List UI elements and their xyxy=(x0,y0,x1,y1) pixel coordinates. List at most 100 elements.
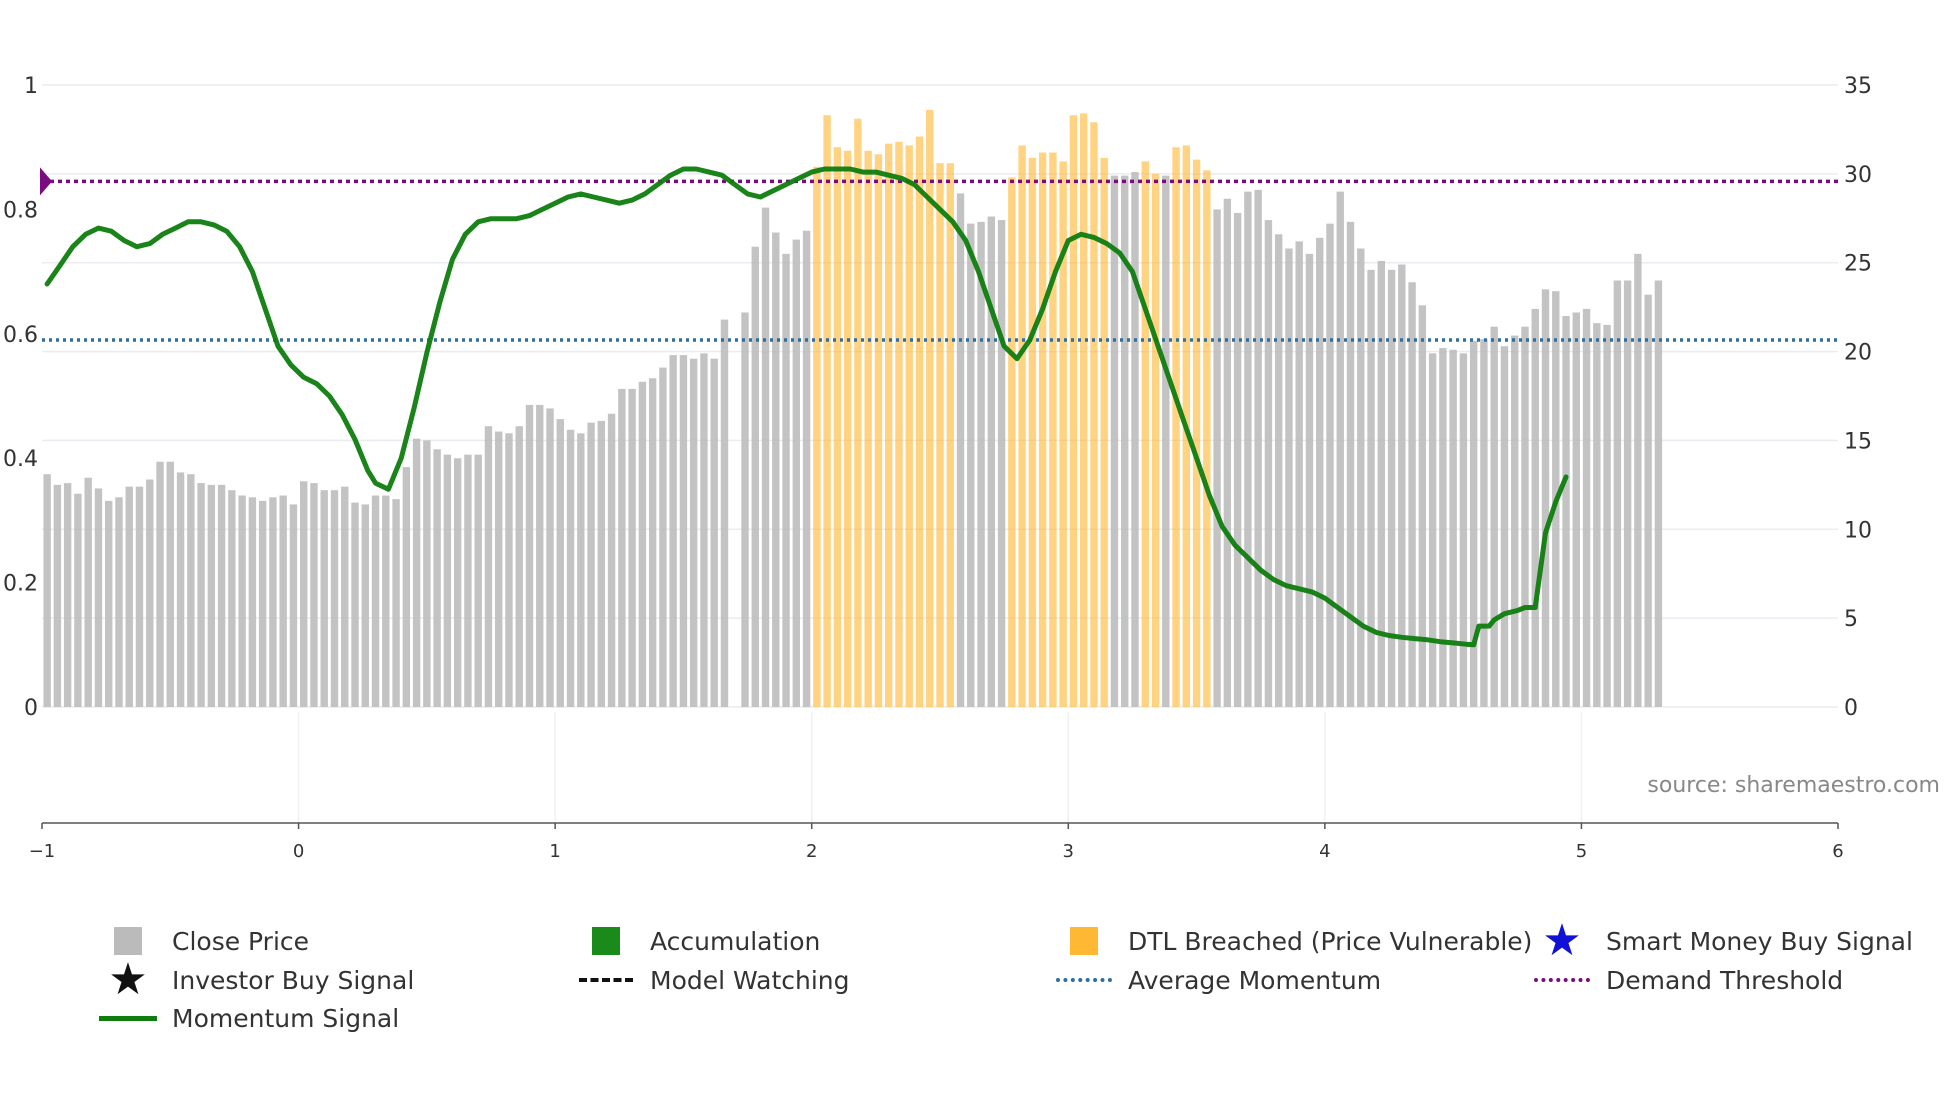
close-price-bar xyxy=(1480,339,1488,707)
dtl-breached-bar xyxy=(1018,145,1026,707)
close-price-bar xyxy=(648,378,657,707)
dtl-breached-bar xyxy=(1203,170,1211,707)
dtl-breached-bar xyxy=(1028,157,1037,707)
close-price-bar xyxy=(1336,191,1344,708)
close-price-bar xyxy=(556,419,564,707)
dtl-breached-bar xyxy=(1172,147,1180,707)
close-price-bar xyxy=(751,246,759,707)
close-price-bar xyxy=(1326,223,1334,708)
close-price-bar xyxy=(412,438,421,707)
left-tick-label: 0.6 xyxy=(3,323,38,348)
close-price-bar xyxy=(977,221,985,707)
close-price-bar xyxy=(689,358,698,707)
close-price-bar xyxy=(63,483,72,707)
close-price-bar xyxy=(207,484,216,707)
close-price-bar xyxy=(166,461,174,707)
x-tick-label: 2 xyxy=(806,841,817,862)
close-price-bar xyxy=(1346,221,1355,707)
close-price-bar xyxy=(310,483,318,707)
close-price-bar xyxy=(577,433,585,707)
close-price-bar xyxy=(1233,212,1242,707)
dtl-breached-bar xyxy=(1059,161,1067,708)
right-tick-label: 35 xyxy=(1844,74,1872,99)
close-price-bar xyxy=(1264,220,1273,707)
dtl-breached-bar xyxy=(823,115,831,707)
close-price-bar xyxy=(638,381,647,707)
close-price-bar xyxy=(105,500,113,707)
dtl-breached-bar xyxy=(1079,113,1088,708)
close-price-bar xyxy=(618,388,626,707)
dtl-breached-bar xyxy=(1038,152,1047,707)
reference-lines xyxy=(40,167,1838,342)
close-price-bar xyxy=(351,502,359,707)
close-price-bar xyxy=(484,426,493,707)
close-price-bar xyxy=(197,483,205,707)
close-price-bar xyxy=(392,499,400,707)
close-price-bar xyxy=(1439,348,1447,707)
close-price-bar xyxy=(146,479,154,707)
close-price-bar xyxy=(1367,269,1375,707)
left-tick-label: 0 xyxy=(24,696,38,721)
close-price-bar xyxy=(772,232,780,707)
close-price-bar xyxy=(700,353,708,707)
close-price-bar xyxy=(187,474,195,707)
close-price-bar xyxy=(74,493,82,707)
close-price-bar xyxy=(320,490,328,707)
x-axis: −1 0 1 2 3 4 5 6 xyxy=(29,822,1844,862)
close-price-bar xyxy=(300,481,308,707)
dtl-breached-bar xyxy=(864,150,872,708)
close-price-bar xyxy=(474,454,482,707)
close-price-bar xyxy=(1387,269,1396,707)
left-tick-label: 0.2 xyxy=(3,572,38,597)
dtl-breached-bar xyxy=(1100,157,1108,707)
close-price-bar xyxy=(566,429,575,707)
close-price-bar xyxy=(361,504,369,707)
close-price-bar xyxy=(1531,308,1539,707)
close-price-bar xyxy=(84,477,92,707)
close-price-bar xyxy=(1623,280,1632,707)
close-price-bar xyxy=(176,472,185,707)
close-price-bar xyxy=(967,223,975,708)
close-price-bar xyxy=(1110,175,1119,708)
close-price-bar xyxy=(997,220,1006,707)
close-price-bar xyxy=(1377,260,1385,707)
close-price-bar xyxy=(1357,248,1365,708)
close-price-bar xyxy=(341,486,349,707)
close-price-bar xyxy=(382,495,390,707)
dtl-breached-bar xyxy=(1151,173,1160,707)
left-tick-label: 0.8 xyxy=(3,198,38,223)
right-tick-label: 5 xyxy=(1844,607,1858,632)
close-price-bar xyxy=(782,253,790,708)
close-price-bar xyxy=(1121,175,1129,708)
left-tick-label: 1 xyxy=(24,74,38,99)
close-price-bar xyxy=(269,497,277,707)
close-price-bar xyxy=(710,358,718,707)
right-tick-label: 0 xyxy=(1844,696,1858,721)
close-price-bar xyxy=(1244,191,1252,708)
close-price-bar xyxy=(597,420,606,707)
close-price-bar xyxy=(1213,209,1221,707)
right-axis: 0 5 10 15 20 25 30 35 xyxy=(1844,74,1872,721)
close-price-bar xyxy=(1459,353,1468,707)
dtl-breached-bar xyxy=(1049,152,1057,707)
close-price-bar xyxy=(1469,340,1478,707)
close-price-bar xyxy=(1131,172,1139,707)
dtl-breached-bar xyxy=(874,154,883,707)
close-price-bar xyxy=(1408,282,1416,707)
right-tick-label: 10 xyxy=(1844,518,1872,543)
source-label: source: sharemaestro.com xyxy=(1647,773,1940,798)
momentum-series xyxy=(44,166,1569,648)
close-price-bar xyxy=(628,388,636,707)
close-price-bar xyxy=(1654,280,1663,707)
close-price-bar xyxy=(1295,241,1303,708)
right-tick-label: 15 xyxy=(1844,429,1872,454)
right-tick-label: 30 xyxy=(1844,163,1872,188)
close-price-bar xyxy=(1644,294,1652,707)
close-price-bar xyxy=(607,413,616,707)
dtl-breached-bar xyxy=(854,118,862,707)
close-price-bar xyxy=(443,454,452,707)
threshold-marker xyxy=(40,167,52,196)
close-price-bar xyxy=(536,404,544,707)
close-price-bar xyxy=(125,486,133,707)
close-price-bar xyxy=(956,193,965,708)
